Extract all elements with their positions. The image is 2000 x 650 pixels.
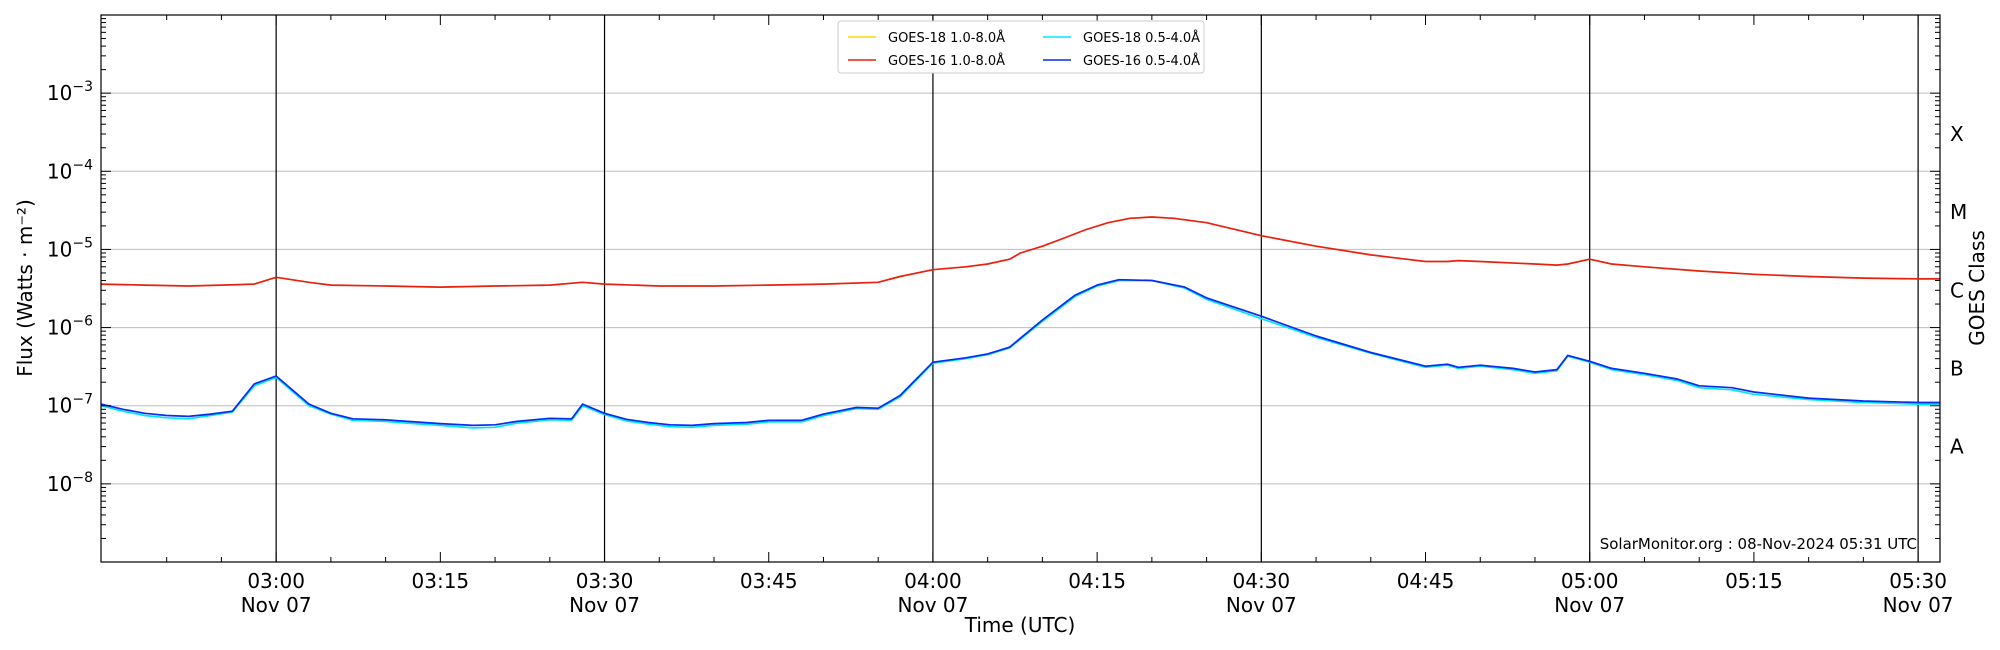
legend-label-0: GOES-18 1.0-8.0Å xyxy=(888,30,1005,46)
x-axis-title: Time (UTC) xyxy=(964,613,1076,637)
x-tick-date: Nov 07 xyxy=(1226,593,1297,617)
x-tick-label: 03:15 xyxy=(412,569,470,593)
y-tick-exponent: −3 xyxy=(72,79,93,95)
horizontal-gridlines xyxy=(101,92,1940,485)
vertical-day-lines xyxy=(275,15,1919,562)
y-tick-label: 10−3 xyxy=(47,79,93,105)
x-tick-label: 04:30 xyxy=(1233,569,1291,593)
y-tick-base: 10 xyxy=(47,81,72,105)
goes-class-B: B xyxy=(1950,356,1964,380)
series-line-3 xyxy=(100,278,1940,427)
y-tick-base: 10 xyxy=(47,316,72,340)
y-tick-label: 10−5 xyxy=(47,235,93,261)
x-tick-label: 05:30 xyxy=(1889,569,1947,593)
goes-class-M: M xyxy=(1950,200,1967,224)
x-tick-label: 05:15 xyxy=(1725,569,1783,593)
plot-frame xyxy=(100,14,1941,563)
y-tick-base: 10 xyxy=(47,394,72,418)
right-axis-title: GOES Class xyxy=(1965,230,1989,346)
y-tick-exponent: −4 xyxy=(72,157,93,173)
y-tick-base: 10 xyxy=(47,472,72,496)
x-tick-label: 03:45 xyxy=(740,569,798,593)
series-line-2 xyxy=(100,216,1940,288)
y-tick-exponent: −5 xyxy=(72,235,93,251)
goes-class-C: C xyxy=(1950,278,1964,302)
y-tick-label: 10−4 xyxy=(47,157,93,183)
y-tick-base: 10 xyxy=(47,237,72,261)
x-tick-label: 04:15 xyxy=(1068,569,1126,593)
x-tick-date: Nov 07 xyxy=(1554,593,1625,617)
flux-series-group xyxy=(100,216,1940,429)
legend-label-3: GOES-16 0.5-4.0Å xyxy=(1083,53,1200,69)
y-tick-label: 10−7 xyxy=(47,392,93,418)
legend-box xyxy=(837,20,1205,74)
legend-label-2: GOES-16 1.0-8.0Å xyxy=(888,53,1005,69)
x-tick-date: Nov 07 xyxy=(1883,593,1954,617)
y-tick-labels: 10−810−710−610−510−410−3 xyxy=(47,79,93,496)
axis-ticks xyxy=(101,15,1940,562)
y-tick-exponent: −6 xyxy=(72,314,93,330)
x-tick-label: 05:00 xyxy=(1561,569,1619,593)
legend: GOES-18 1.0-8.0Å GOES-18 0.5-4.0Å GOES-16 … xyxy=(837,20,1205,74)
goes-class-A: A xyxy=(1950,435,1964,459)
x-tick-date: Nov 07 xyxy=(241,593,312,617)
y-tick-label: 10−6 xyxy=(47,314,93,340)
y-tick-exponent: −7 xyxy=(72,392,93,408)
x-tick-label: 03:30 xyxy=(576,569,634,593)
x-tick-label: 03:00 xyxy=(247,569,305,593)
goes-class-labels: A B C M X xyxy=(1950,122,1967,459)
goes-class-X: X xyxy=(1950,122,1964,146)
x-tick-date: Nov 07 xyxy=(898,593,969,617)
y-tick-base: 10 xyxy=(47,159,72,183)
source-annotation: SolarMonitor.org : 08-Nov-2024 05:31 UTC xyxy=(1600,535,1917,553)
y-axis-title: Flux (Watts · m⁻²) xyxy=(13,199,37,377)
legend-label-1: GOES-18 0.5-4.0Å xyxy=(1083,30,1200,46)
x-tick-label: 04:45 xyxy=(1397,569,1455,593)
y-tick-exponent: −8 xyxy=(72,470,93,486)
x-tick-date: Nov 07 xyxy=(569,593,640,617)
y-tick-label: 10−8 xyxy=(47,470,93,496)
x-tick-label: 04:00 xyxy=(904,569,962,593)
